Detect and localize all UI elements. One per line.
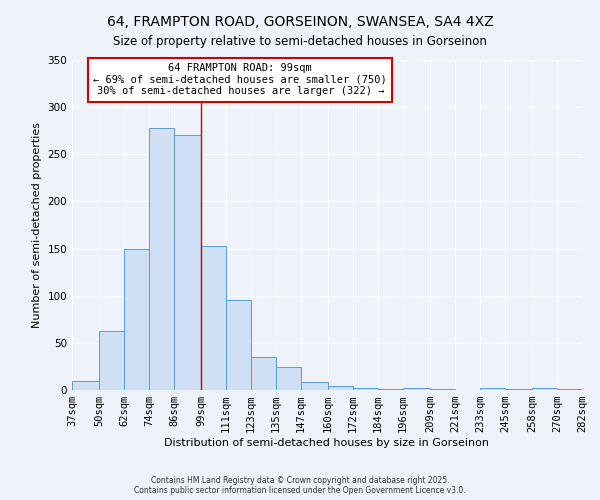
- Bar: [72, 380, 99, 390]
- Y-axis label: Number of semi-detached properties: Number of semi-detached properties: [32, 122, 42, 328]
- Bar: [505, 389, 532, 390]
- Bar: [226, 300, 251, 390]
- Bar: [430, 389, 455, 390]
- Text: Size of property relative to semi-detached houses in Gorseinon: Size of property relative to semi-detach…: [113, 35, 487, 48]
- Bar: [124, 248, 149, 390]
- Bar: [378, 389, 403, 390]
- Bar: [174, 136, 201, 390]
- Text: Contains HM Land Registry data © Crown copyright and database right 2025.
Contai: Contains HM Land Registry data © Crown c…: [134, 476, 466, 495]
- Bar: [557, 389, 582, 390]
- Bar: [201, 246, 226, 390]
- Bar: [301, 382, 328, 390]
- Bar: [328, 386, 353, 390]
- Bar: [276, 368, 301, 390]
- Bar: [99, 330, 124, 390]
- Bar: [403, 388, 430, 390]
- Bar: [149, 128, 174, 390]
- Bar: [480, 388, 505, 390]
- Bar: [251, 357, 276, 390]
- Text: 64 FRAMPTON ROAD: 99sqm
← 69% of semi-detached houses are smaller (750)
30% of s: 64 FRAMPTON ROAD: 99sqm ← 69% of semi-de…: [94, 64, 387, 96]
- X-axis label: Distribution of semi-detached houses by size in Gorseinon: Distribution of semi-detached houses by …: [164, 438, 490, 448]
- Bar: [353, 388, 378, 390]
- Bar: [532, 388, 557, 390]
- Text: 64, FRAMPTON ROAD, GORSEINON, SWANSEA, SA4 4XZ: 64, FRAMPTON ROAD, GORSEINON, SWANSEA, S…: [107, 15, 493, 29]
